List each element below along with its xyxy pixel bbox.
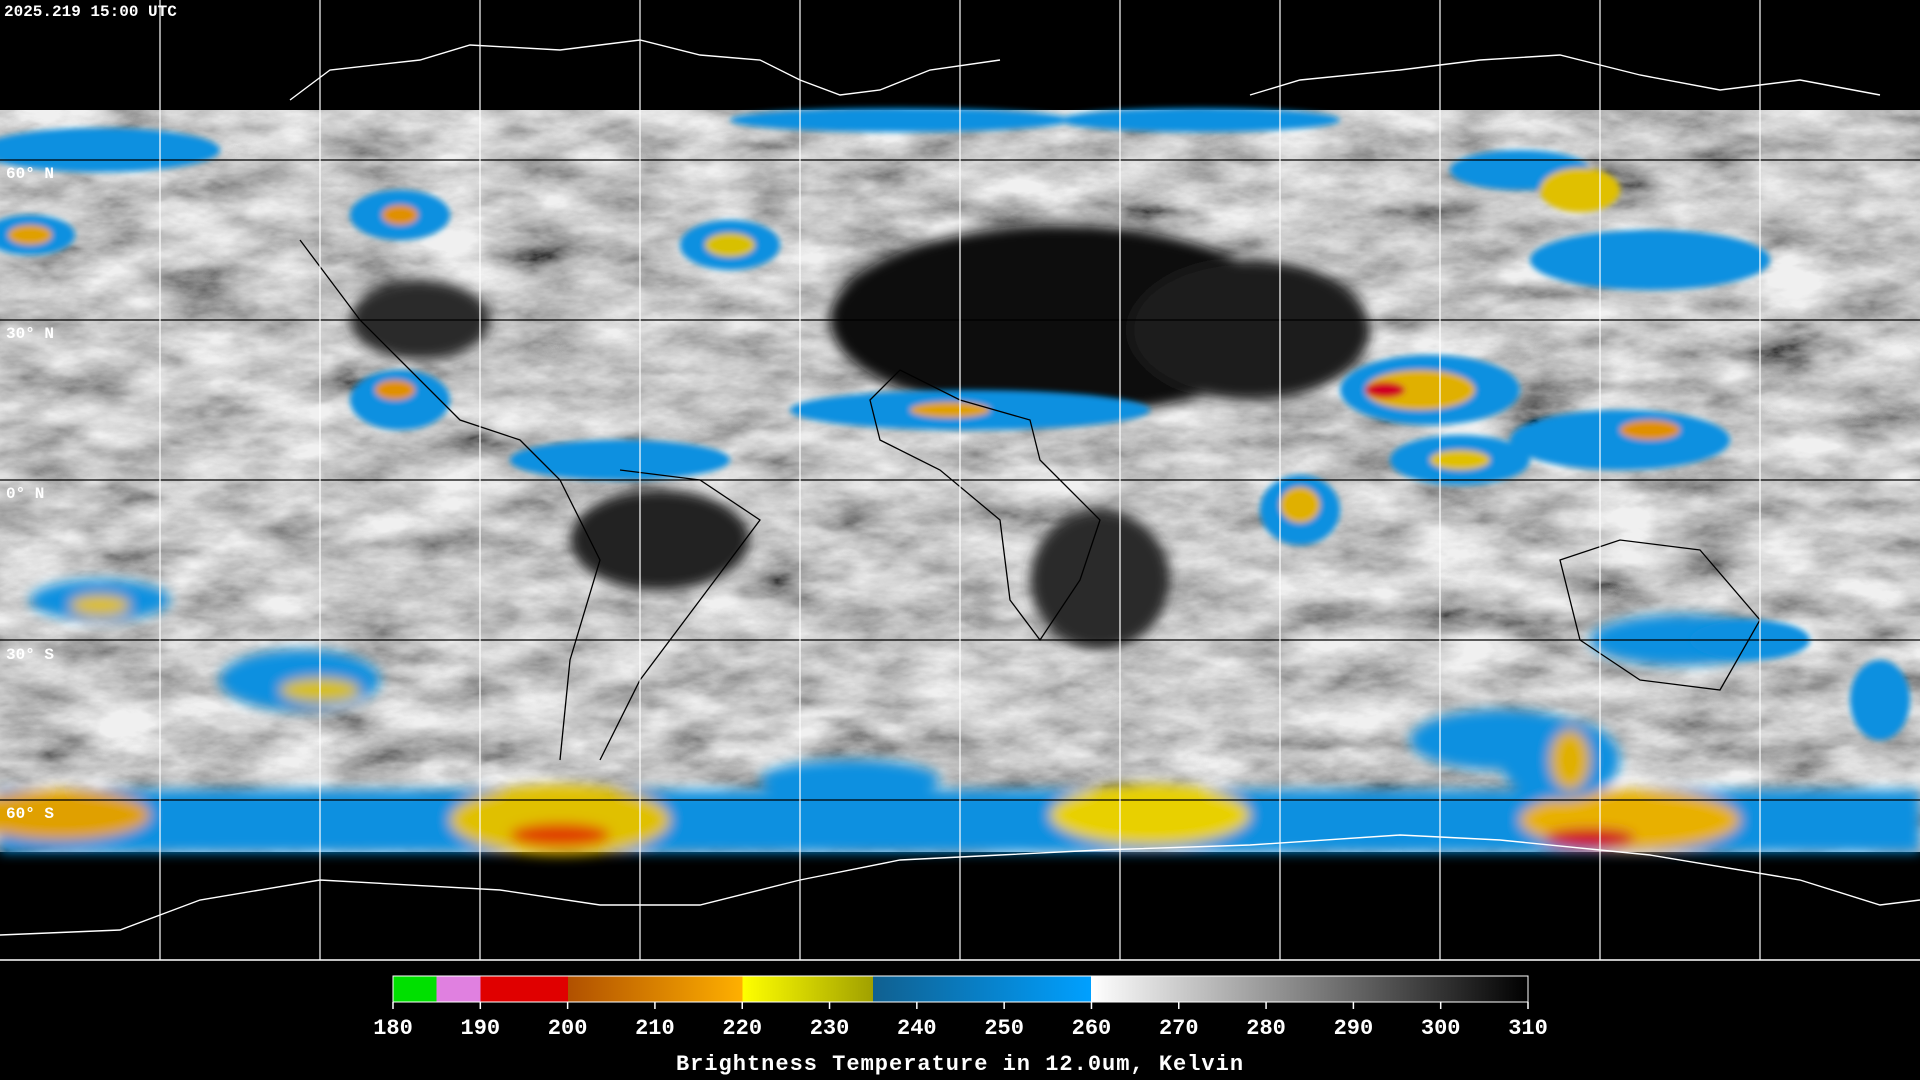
- colorbar-tick-label: 260: [1072, 1016, 1112, 1041]
- polar-coastlines: [0, 39, 1920, 936]
- graticule: [0, 0, 1920, 960]
- latitude-label: 60° S: [6, 805, 54, 823]
- colorbar-tick-label: 250: [984, 1016, 1024, 1041]
- timestamp: 2025.219 15:00 UTC: [4, 3, 177, 21]
- colorbar-tick-label: 220: [722, 1016, 762, 1041]
- colorbar-tick-label: 290: [1334, 1016, 1374, 1041]
- latitude-label: 30° N: [6, 325, 54, 343]
- colorbar-tick-label: 240: [897, 1016, 937, 1041]
- colorbar-tick-label: 180: [373, 1016, 413, 1041]
- latitude-label: 30° S: [6, 646, 54, 664]
- colorbar-tick-label: 280: [1246, 1016, 1286, 1041]
- latitude-label: 60° N: [6, 165, 54, 183]
- colorbar-title: Brightness Temperature in 12.0um, Kelvin: [676, 1052, 1244, 1077]
- colorbar-tick-label: 200: [548, 1016, 588, 1041]
- latitude-label: 0° N: [6, 485, 44, 503]
- coastlines: [299, 239, 1761, 761]
- convection: [0, 108, 1910, 740]
- colorbar-tick-label: 230: [810, 1016, 850, 1041]
- colorbar-tick-label: 270: [1159, 1016, 1199, 1041]
- colorbar-tick-label: 190: [461, 1016, 501, 1041]
- colorbar-tick-label: 300: [1421, 1016, 1461, 1041]
- colorbar: [392, 975, 1529, 1003]
- colorbar-tick-label: 310: [1508, 1016, 1548, 1041]
- colorbar-tick-label: 210: [635, 1016, 675, 1041]
